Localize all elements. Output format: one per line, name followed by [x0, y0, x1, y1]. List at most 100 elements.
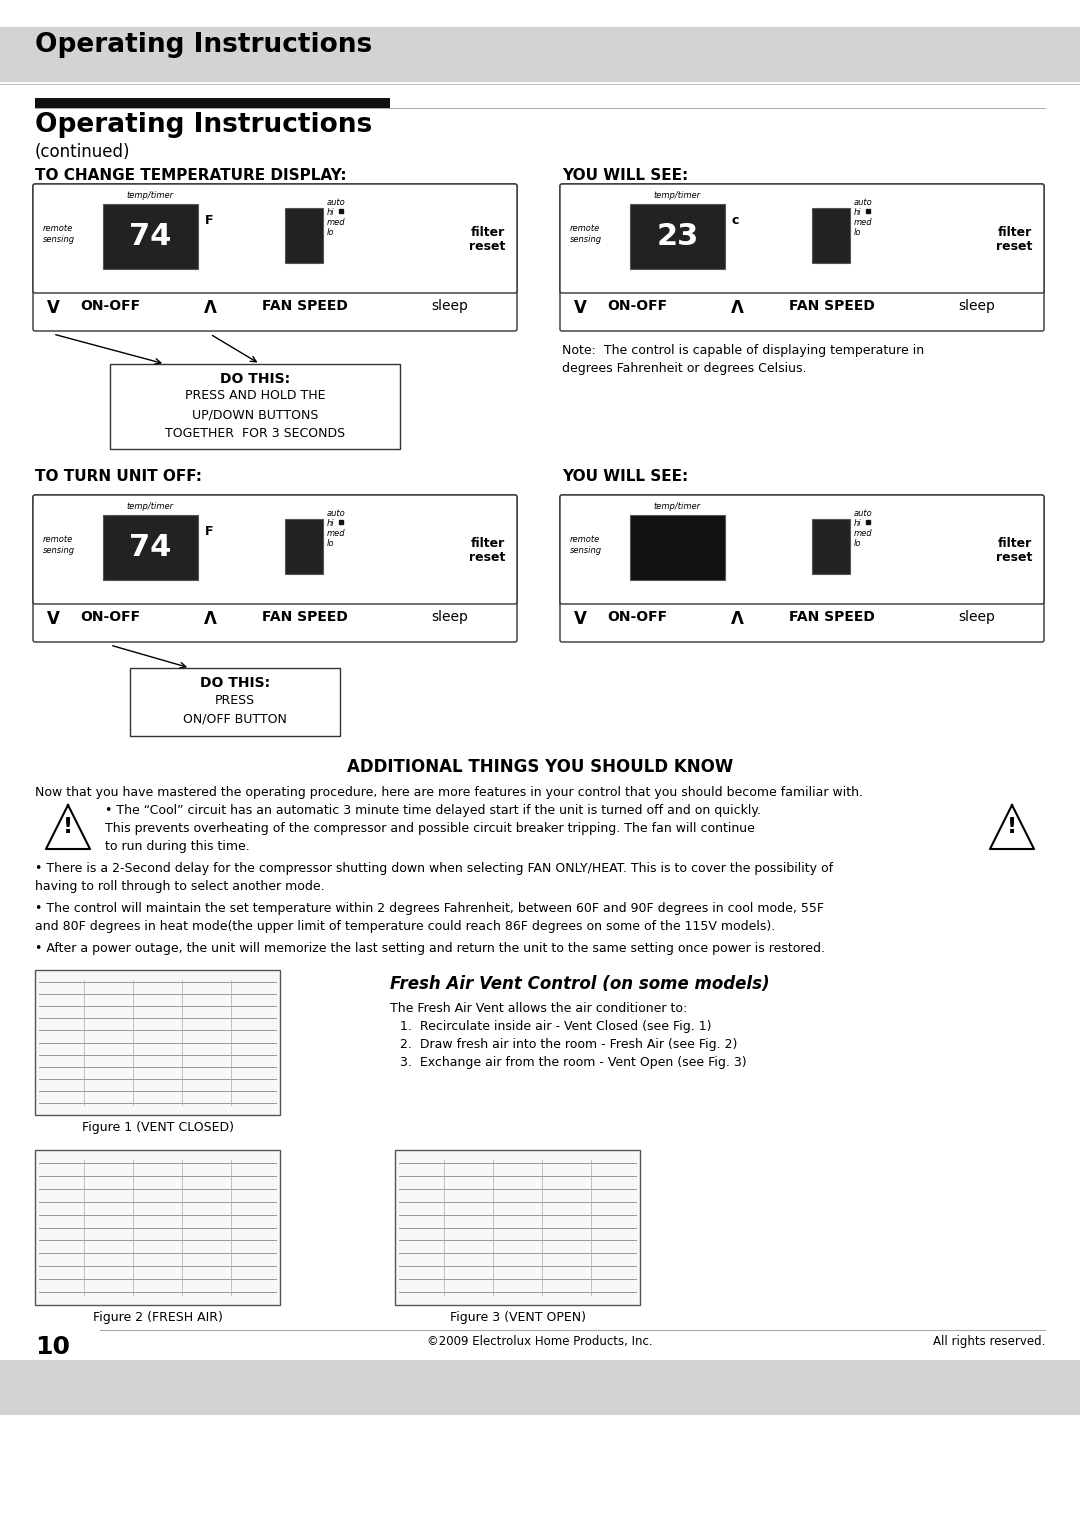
FancyBboxPatch shape: [561, 183, 1044, 331]
Text: !: !: [63, 817, 73, 837]
Bar: [103, 515, 198, 580]
Text: med: med: [854, 528, 873, 538]
Text: temp/timer: temp/timer: [653, 502, 701, 512]
Text: remote: remote: [570, 534, 600, 544]
Bar: [285, 519, 323, 574]
Text: sensing: sensing: [43, 235, 76, 244]
Text: Figure 2 (FRESH AIR): Figure 2 (FRESH AIR): [93, 1312, 222, 1324]
Text: temp/timer: temp/timer: [127, 502, 174, 512]
Text: sensing: sensing: [570, 547, 603, 554]
Text: PRESS AND HOLD THE
UP/DOWN BUTTONS
TOGETHER  FOR 3 SECONDS: PRESS AND HOLD THE UP/DOWN BUTTONS TOGET…: [165, 389, 346, 440]
Text: PRESS
ON/OFF BUTTON: PRESS ON/OFF BUTTON: [184, 693, 287, 725]
Bar: [812, 519, 850, 574]
Text: FAN SPEED: FAN SPEED: [789, 609, 875, 625]
Text: Figure 1 (VENT CLOSED): Figure 1 (VENT CLOSED): [81, 1121, 233, 1135]
Text: V: V: [46, 299, 59, 318]
Text: ©2009 Electrolux Home Products, Inc.: ©2009 Electrolux Home Products, Inc.: [428, 1335, 652, 1348]
Text: !: !: [1007, 817, 1017, 837]
Text: temp/timer: temp/timer: [127, 191, 174, 200]
Text: • There is a 2-Second delay for the compressor shutting down when selecting FAN : • There is a 2-Second delay for the comp…: [35, 863, 833, 893]
FancyBboxPatch shape: [33, 495, 517, 605]
Text: ON-OFF: ON-OFF: [607, 609, 667, 625]
Text: sensing: sensing: [570, 235, 603, 244]
Text: FAN SPEED: FAN SPEED: [262, 299, 348, 313]
Text: med: med: [327, 528, 346, 538]
Bar: [35, 1150, 280, 1306]
Text: reset: reset: [469, 551, 505, 563]
Text: filter: filter: [471, 226, 505, 240]
Text: YOU WILL SEE:: YOU WILL SEE:: [562, 469, 688, 484]
Text: hi: hi: [854, 208, 862, 217]
Text: hi: hi: [327, 208, 335, 217]
Bar: [395, 1150, 640, 1306]
Text: F: F: [205, 525, 214, 538]
FancyBboxPatch shape: [33, 495, 517, 641]
Text: auto: auto: [854, 508, 873, 518]
Bar: [630, 205, 725, 269]
Text: lo: lo: [327, 539, 335, 548]
Text: sensing: sensing: [43, 547, 76, 554]
Text: DO THIS:: DO THIS:: [220, 373, 291, 386]
Text: auto: auto: [327, 199, 346, 208]
FancyBboxPatch shape: [561, 495, 1044, 641]
Text: V: V: [573, 299, 586, 318]
Bar: [0, 1361, 1080, 1416]
Text: YOU WILL SEE:: YOU WILL SEE:: [562, 168, 688, 183]
Text: hi: hi: [854, 519, 862, 528]
FancyBboxPatch shape: [561, 183, 1044, 293]
Text: • After a power outage, the unit will memorize the last setting and return the u: • After a power outage, the unit will me…: [35, 942, 825, 954]
Bar: [630, 515, 725, 580]
Text: ADDITIONAL THINGS YOU SHOULD KNOW: ADDITIONAL THINGS YOU SHOULD KNOW: [347, 757, 733, 776]
Text: Λ: Λ: [203, 609, 216, 628]
Text: sleep: sleep: [432, 299, 469, 313]
Text: remote: remote: [43, 534, 73, 544]
Bar: [339, 209, 343, 212]
Text: Operating Instructions: Operating Instructions: [35, 32, 373, 58]
Text: c: c: [732, 214, 740, 228]
Text: med: med: [854, 218, 873, 228]
FancyBboxPatch shape: [33, 183, 517, 331]
Text: 74: 74: [130, 221, 172, 250]
Polygon shape: [46, 805, 90, 849]
Text: ON-OFF: ON-OFF: [80, 299, 140, 313]
Text: sleep: sleep: [959, 609, 996, 625]
Text: V: V: [573, 609, 586, 628]
Text: Now that you have mastered the operating procedure, here are more features in yo: Now that you have mastered the operating…: [35, 786, 863, 799]
Text: FAN SPEED: FAN SPEED: [262, 609, 348, 625]
Text: reset: reset: [469, 240, 505, 253]
Text: lo: lo: [854, 228, 862, 237]
Text: lo: lo: [854, 539, 862, 548]
Text: reset: reset: [996, 240, 1032, 253]
Bar: [103, 205, 198, 269]
Text: lo: lo: [327, 228, 335, 237]
FancyBboxPatch shape: [561, 495, 1044, 605]
Bar: [35, 98, 390, 108]
Text: DO THIS:: DO THIS:: [200, 676, 270, 690]
Bar: [35, 970, 280, 1115]
Text: All rights reserved.: All rights reserved.: [933, 1335, 1045, 1348]
Bar: [285, 208, 323, 263]
Text: ON-OFF: ON-OFF: [607, 299, 667, 313]
Polygon shape: [990, 805, 1034, 849]
Text: temp/timer: temp/timer: [653, 191, 701, 200]
Bar: [130, 667, 340, 736]
Bar: [0, 27, 1080, 82]
Text: filter: filter: [998, 226, 1032, 240]
Bar: [866, 209, 870, 212]
Bar: [339, 521, 343, 524]
Text: V: V: [46, 609, 59, 628]
Text: • The control will maintain the set temperature within 2 degrees Fahrenheit, bet: • The control will maintain the set temp…: [35, 902, 824, 933]
Text: remote: remote: [43, 224, 73, 234]
Bar: [866, 521, 870, 524]
Text: 2.  Draw fresh air into the room - Fresh Air (see Fig. 2): 2. Draw fresh air into the room - Fresh …: [400, 1038, 738, 1051]
Text: filter: filter: [471, 538, 505, 550]
Text: sleep: sleep: [432, 609, 469, 625]
Text: 23: 23: [657, 221, 699, 250]
Bar: [110, 363, 400, 449]
Text: • The “Cool” circuit has an automatic 3 minute time delayed start if the unit is: • The “Cool” circuit has an automatic 3 …: [105, 805, 761, 854]
Text: 74: 74: [130, 533, 172, 562]
Text: Λ: Λ: [203, 299, 216, 318]
FancyBboxPatch shape: [33, 183, 517, 293]
Text: reset: reset: [996, 551, 1032, 563]
Text: auto: auto: [854, 199, 873, 208]
